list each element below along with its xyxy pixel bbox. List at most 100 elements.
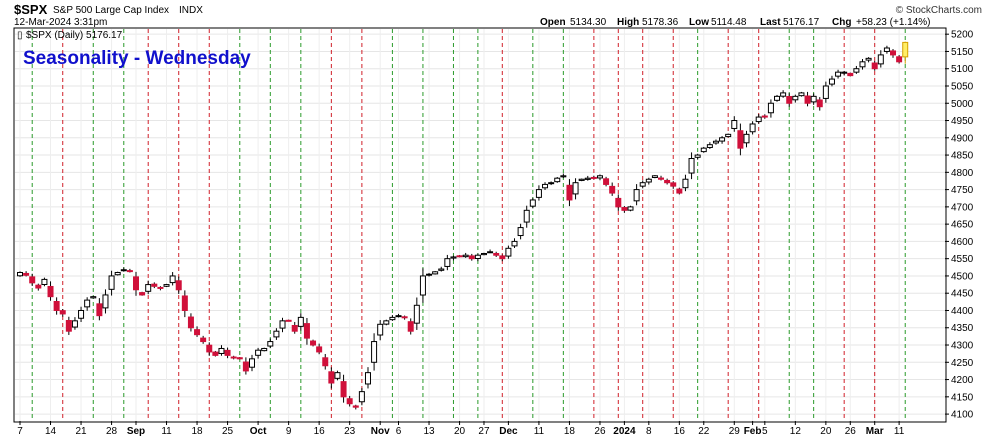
candle-body (615, 197, 622, 208)
candle-body (584, 177, 591, 180)
candle (444, 254, 451, 271)
candle (206, 342, 213, 356)
candle-body (248, 358, 255, 368)
candle (84, 297, 91, 311)
candle (139, 291, 146, 296)
candle (694, 153, 701, 160)
candle (17, 271, 23, 277)
candle-body (835, 71, 842, 77)
candle (499, 254, 506, 262)
candle-body (487, 251, 494, 254)
candle-body (187, 316, 194, 329)
candle-body (456, 255, 463, 258)
candle (187, 313, 194, 332)
candle-body (303, 323, 310, 339)
candle (78, 306, 85, 323)
candle-body (761, 115, 768, 118)
candle (462, 252, 469, 258)
candle (529, 197, 536, 209)
x-tick-label: 2024 (613, 426, 636, 437)
candle-body (78, 309, 85, 319)
candle-body (273, 330, 280, 338)
candle-body (658, 177, 665, 180)
candle-body (139, 292, 146, 296)
candle-body (493, 252, 500, 256)
x-tick-label: 7 (17, 426, 23, 437)
candle-body (670, 182, 677, 187)
high-value: 5178.36 (642, 17, 679, 28)
candle-body (767, 102, 774, 114)
candle (456, 255, 463, 258)
candle (291, 321, 298, 334)
x-tick-label: Nov (371, 426, 390, 437)
candle (383, 319, 390, 326)
candle-body (749, 123, 756, 133)
x-tick-label: 20 (820, 426, 832, 437)
candle-body (261, 347, 268, 352)
candle (218, 345, 225, 356)
candle (682, 174, 689, 192)
high-label: High (617, 17, 639, 28)
y-tick-label: 4650 (951, 220, 974, 231)
candle (719, 136, 726, 144)
candle (755, 113, 762, 124)
candle (364, 367, 371, 389)
candle (584, 175, 591, 181)
candle (816, 97, 823, 111)
candle-body (590, 176, 597, 179)
legend-icon: ▯ (17, 30, 23, 41)
y-tick-label: 5200 (951, 30, 974, 41)
candle-body (786, 96, 793, 104)
candle-body (401, 316, 408, 319)
x-tick-label: Mar (866, 426, 884, 437)
y-tick-label: 4900 (951, 133, 974, 144)
candle (609, 182, 616, 196)
candle (743, 130, 750, 148)
candle-body (383, 320, 390, 325)
candle-body (542, 183, 549, 189)
candle (96, 298, 103, 321)
candle (407, 318, 414, 335)
candle (706, 142, 713, 149)
x-tick-label: 12 (790, 426, 802, 437)
y-tick-label: 4400 (951, 306, 974, 317)
candle (328, 367, 335, 389)
x-tick-label: 25 (222, 426, 234, 437)
candle (688, 152, 695, 180)
candle-body (474, 254, 481, 260)
candle (847, 72, 854, 77)
candle (273, 328, 280, 340)
y-tick-label: 4200 (951, 375, 974, 386)
candle (828, 75, 835, 87)
candle (523, 205, 530, 228)
candle-body (17, 271, 23, 277)
candle-body (828, 78, 835, 85)
candle (664, 178, 671, 185)
candle (835, 69, 842, 79)
candle (334, 370, 341, 381)
candle-body (432, 271, 439, 275)
candles (17, 41, 909, 410)
candle-body (664, 179, 671, 184)
candle-body (218, 347, 225, 354)
candle (859, 59, 866, 70)
brand-label: © StockCharts.com (896, 5, 982, 16)
candle-body (90, 296, 97, 299)
candle-body (639, 182, 646, 187)
plot-frame (13, 27, 947, 423)
candle-body (169, 275, 176, 284)
candle-body (371, 341, 378, 363)
x-tick-label: 14 (45, 426, 57, 437)
candle-body (499, 255, 506, 260)
candle (151, 282, 158, 289)
candle-body (426, 273, 433, 276)
candle-body (877, 54, 884, 65)
x-tick-label: 23 (344, 426, 356, 437)
legend: ▯ $SPX (Daily) 5176.17 (17, 30, 123, 41)
candle-body (194, 329, 201, 336)
candle-body (737, 130, 744, 149)
y-tick-label: 5100 (951, 64, 974, 75)
candle (902, 41, 909, 64)
chg-label: Chg (832, 17, 851, 28)
seasonality-annotation: Seasonality - Wednesday (23, 48, 251, 69)
